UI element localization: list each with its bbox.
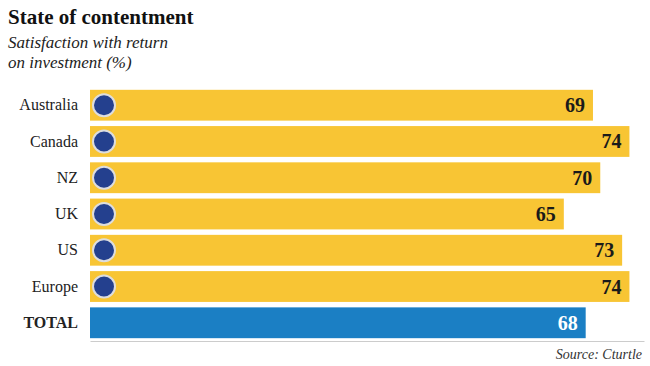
- flag-icon: [93, 239, 115, 261]
- data-label: 69: [565, 94, 585, 116]
- flag-icons: [93, 94, 115, 297]
- y-tick-label: Canada: [30, 133, 78, 150]
- flag-icon: [93, 130, 115, 152]
- y-tick: Europe: [32, 278, 78, 296]
- y-tick: Canada: [30, 133, 78, 150]
- y-tick-label: TOTAL: [23, 314, 78, 331]
- data-label: 70: [572, 167, 592, 189]
- bar: [90, 307, 586, 338]
- y-tick-label: NZ: [57, 169, 78, 186]
- y-axis: Australia Canada NZ UK US Europe TOTAL: [19, 96, 78, 331]
- y-tick: NZ: [57, 169, 78, 186]
- data-label: 74: [601, 276, 621, 298]
- bar: [90, 271, 629, 302]
- source: Source: Cturtle: [556, 347, 642, 362]
- x-axis-line: [91, 341, 645, 342]
- y-tick-label: UK: [55, 205, 79, 222]
- chart: State of contentment Satisfaction with re…: [0, 0, 650, 366]
- y-tick-label: Australia: [19, 96, 78, 113]
- flag-icon: [93, 276, 115, 298]
- data-label: 73: [594, 239, 614, 261]
- y-tick-label: Europe: [32, 278, 78, 296]
- subtitle: Satisfaction with return on investment (…: [8, 33, 172, 72]
- title: State of contentment: [8, 5, 193, 29]
- bars: [90, 90, 629, 338]
- flag-icon: [93, 203, 115, 225]
- y-tick: US: [58, 241, 78, 258]
- data-label: 74: [601, 130, 621, 152]
- bar: [90, 199, 564, 230]
- x-axis: [91, 341, 645, 342]
- bar: [90, 126, 629, 157]
- data-label: 65: [536, 203, 556, 225]
- y-tick: UK: [55, 205, 79, 222]
- bar: [90, 162, 600, 193]
- y-tick: Australia: [19, 96, 78, 113]
- y-tick: TOTAL: [23, 314, 78, 331]
- data-labels: 69 74 70 65 73 74 68: [536, 94, 622, 334]
- data-label: 68: [558, 312, 578, 334]
- bar: [90, 90, 593, 121]
- y-tick-label: US: [58, 241, 78, 258]
- flag-icon: [93, 167, 115, 189]
- flag-icon: [93, 94, 115, 116]
- bar: [90, 235, 622, 266]
